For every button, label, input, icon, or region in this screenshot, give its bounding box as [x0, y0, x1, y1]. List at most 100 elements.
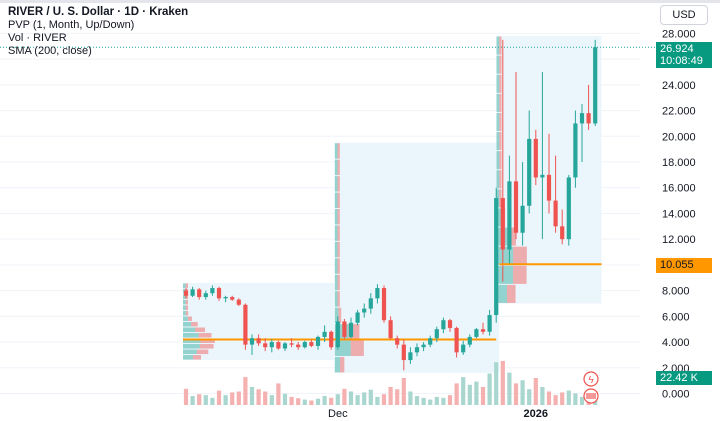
- volume-bar: [282, 393, 288, 405]
- volume-bar: [190, 396, 195, 405]
- volume-bar: [527, 389, 532, 405]
- alert-icon: [583, 371, 599, 387]
- volume-bar: [447, 395, 453, 405]
- candle-body: [414, 347, 420, 353]
- candle-body: [560, 226, 565, 240]
- candle-body: [540, 174, 545, 178]
- profile-bar-down: [195, 327, 205, 333]
- candle-body: [190, 289, 195, 296]
- profile-bar-up: [183, 283, 186, 288]
- profile-bar-up: [496, 74, 500, 93]
- currency-button[interactable]: USD: [660, 5, 708, 25]
- profile-bar-up: [496, 170, 500, 189]
- profile-bar-down: [348, 324, 360, 340]
- candle-body: [381, 288, 387, 321]
- profile-bar-up: [334, 159, 338, 176]
- volume-bar: [183, 388, 189, 405]
- volume-bar: [296, 398, 301, 405]
- volume-bar: [474, 381, 479, 405]
- candle-body: [362, 308, 367, 313]
- volume-bar: [302, 399, 307, 405]
- volume-bar: [329, 397, 334, 405]
- candle-body: [256, 338, 261, 344]
- candle-body: [197, 289, 202, 298]
- volume-bar: [480, 387, 486, 405]
- candle-body: [579, 113, 585, 124]
- candle-body: [441, 320, 446, 330]
- profile-bar-up: [183, 294, 186, 299]
- profile-bar-down: [196, 349, 209, 355]
- candle-body: [183, 290, 189, 296]
- candle-body: [593, 47, 598, 124]
- last-price-value: 26.924: [660, 43, 694, 55]
- candle-body: [480, 329, 486, 332]
- profile-bar-down: [187, 316, 192, 321]
- pvp-indicator-label[interactable]: PVP (1, Month, Up/Down): [8, 19, 135, 31]
- volume-bar: [236, 391, 241, 405]
- volume-bar: [454, 383, 459, 405]
- poc-price-label: 10.055: [656, 258, 712, 273]
- volume-value-label: 22.42 K: [656, 371, 712, 385]
- candle-body: [434, 329, 439, 339]
- candle-body: [249, 338, 255, 345]
- volume-bar: [362, 392, 367, 405]
- volume-bar: [461, 377, 466, 405]
- flag-icon-shape: [586, 393, 596, 399]
- candles: [183, 39, 598, 371]
- profile-bar-down: [499, 93, 502, 112]
- volume-bar: [540, 387, 545, 405]
- volume-profiles: [183, 35, 602, 373]
- profile-bar-up: [334, 208, 338, 225]
- profile-bar-up: [334, 143, 338, 159]
- profile-bar-up: [496, 284, 507, 303]
- price-tick-label: 8.000: [662, 286, 690, 298]
- volume-bar: [441, 397, 446, 405]
- candle-body: [533, 138, 538, 178]
- candle-body: [243, 304, 248, 345]
- symbol-title[interactable]: RIVER / U. S. Dollar · 1D · Kraken: [8, 6, 189, 18]
- time-tick-label: Dec: [328, 408, 348, 420]
- profile-bar-down: [340, 356, 345, 373]
- candle-body: [500, 198, 505, 250]
- profile-bar-down: [198, 333, 212, 338]
- profile-bar-down: [507, 227, 517, 246]
- profile-bar-up: [334, 291, 338, 307]
- candle-body: [236, 299, 241, 305]
- volume-bar: [395, 389, 400, 405]
- volume-bar: [197, 394, 202, 405]
- volume-indicator-label[interactable]: Vol · RIVER: [8, 32, 67, 44]
- volume-bar: [230, 392, 235, 405]
- volume-bar: [566, 390, 571, 405]
- profile-bar-down: [506, 284, 516, 303]
- candle-body: [546, 174, 552, 201]
- candle-body: [447, 320, 453, 328]
- candle-body: [269, 342, 274, 348]
- volume-bar: [487, 373, 492, 405]
- price-tick-label: 0.000: [662, 389, 690, 401]
- sma-indicator-label[interactable]: SMA (200, close): [8, 45, 92, 57]
- profile-bar-down: [338, 307, 342, 324]
- volume-bars: [183, 360, 598, 405]
- profile-bar-down: [513, 265, 527, 284]
- profile-bar-up: [183, 305, 186, 310]
- profile-bar-up: [496, 265, 514, 284]
- candle-body: [315, 336, 321, 346]
- volume-bar: [500, 360, 505, 405]
- profile-bar-down: [337, 241, 340, 258]
- candle-body: [289, 343, 294, 345]
- time-tick-label: 2026: [524, 408, 548, 420]
- volume-bar: [434, 396, 439, 405]
- profile-bar-down: [192, 355, 202, 360]
- volume-bar: [249, 387, 255, 405]
- volume-bar: [216, 390, 222, 405]
- profile-bar-up: [183, 310, 186, 316]
- profile-bar-up: [334, 176, 338, 192]
- profile-bar-up: [334, 258, 338, 274]
- profile-bar-up: [183, 327, 196, 333]
- profile-bar-up: [334, 274, 338, 291]
- volume-bar: [579, 396, 585, 405]
- volume-icons: ϟ: [583, 371, 599, 404]
- profile-bar-down: [499, 170, 502, 189]
- volume-bar: [513, 383, 519, 405]
